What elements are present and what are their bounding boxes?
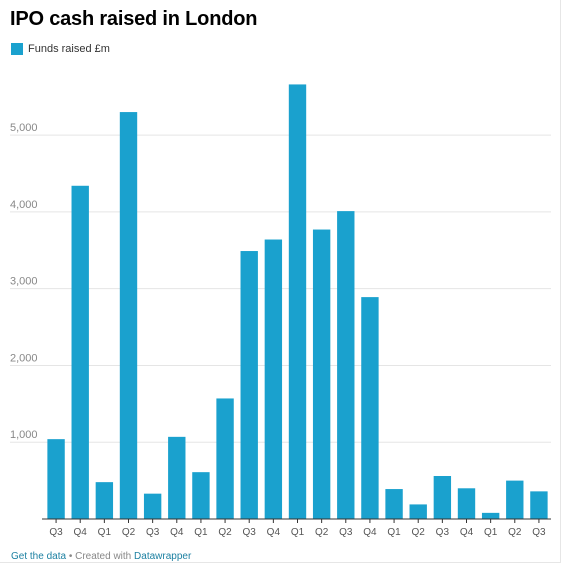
bar: [143, 493, 162, 519]
bar: [409, 504, 427, 519]
x-tick-label: Q1: [291, 527, 305, 538]
bar: [71, 185, 89, 519]
x-tick-label: Q2: [508, 527, 522, 538]
bar: [168, 436, 186, 519]
bar: [192, 472, 210, 519]
bar: [95, 482, 114, 519]
x-tick-label: Q3: [146, 527, 160, 538]
x-tick-label: Q1: [484, 527, 498, 538]
x-tick-label: Q1: [194, 527, 208, 538]
bar: [457, 488, 476, 519]
legend: Funds raised £m: [11, 43, 110, 55]
bar: [47, 439, 65, 519]
bar: [119, 112, 138, 519]
y-tick-label: 5,000: [10, 122, 38, 134]
bar: [433, 476, 452, 519]
bar: [288, 84, 307, 519]
datawrapper-link[interactable]: Datawrapper: [134, 551, 192, 562]
bar: [361, 297, 379, 519]
bar: [385, 489, 403, 519]
y-tick-label: 1,000: [10, 429, 38, 441]
x-tick-label: Q3: [532, 527, 546, 538]
x-tick-label: Q2: [122, 527, 136, 538]
x-tick-label: Q4: [170, 527, 184, 538]
legend-swatch: [11, 43, 23, 55]
x-tick-label: Q4: [267, 527, 281, 538]
bar: [506, 480, 524, 519]
bar: [240, 251, 258, 519]
x-tick-label: Q1: [98, 527, 112, 538]
bar: [312, 229, 331, 519]
x-tick-label: Q2: [218, 527, 232, 538]
x-tick-label: Q4: [460, 527, 474, 538]
y-tick-label: 2,000: [10, 352, 38, 364]
x-tick-label: Q2: [315, 527, 329, 538]
bar: [216, 398, 234, 519]
footer: Get the data • Created with Datawrapper: [11, 551, 191, 562]
y-tick-label: 3,000: [10, 276, 38, 288]
bar: [481, 512, 500, 519]
bar: [264, 239, 283, 519]
x-tick-label: Q2: [412, 527, 426, 538]
legend-label: Funds raised £m: [28, 43, 110, 55]
x-tick-label: Q4: [74, 527, 88, 538]
x-tick-label: Q3: [436, 527, 450, 538]
x-tick-label: Q4: [363, 527, 377, 538]
x-tick-label: Q3: [339, 527, 353, 538]
x-tick-label: Q1: [387, 527, 401, 538]
chart-title: IPO cash raised in London: [10, 8, 258, 30]
y-tick-label: 4,000: [10, 199, 38, 211]
bar: [337, 211, 355, 519]
x-tick-label: Q3: [49, 527, 63, 538]
x-tick-label: Q3: [243, 527, 257, 538]
footer-separator: • Created with: [66, 551, 135, 562]
get-the-data-link[interactable]: Get the data: [11, 551, 67, 562]
bar: [530, 491, 548, 519]
